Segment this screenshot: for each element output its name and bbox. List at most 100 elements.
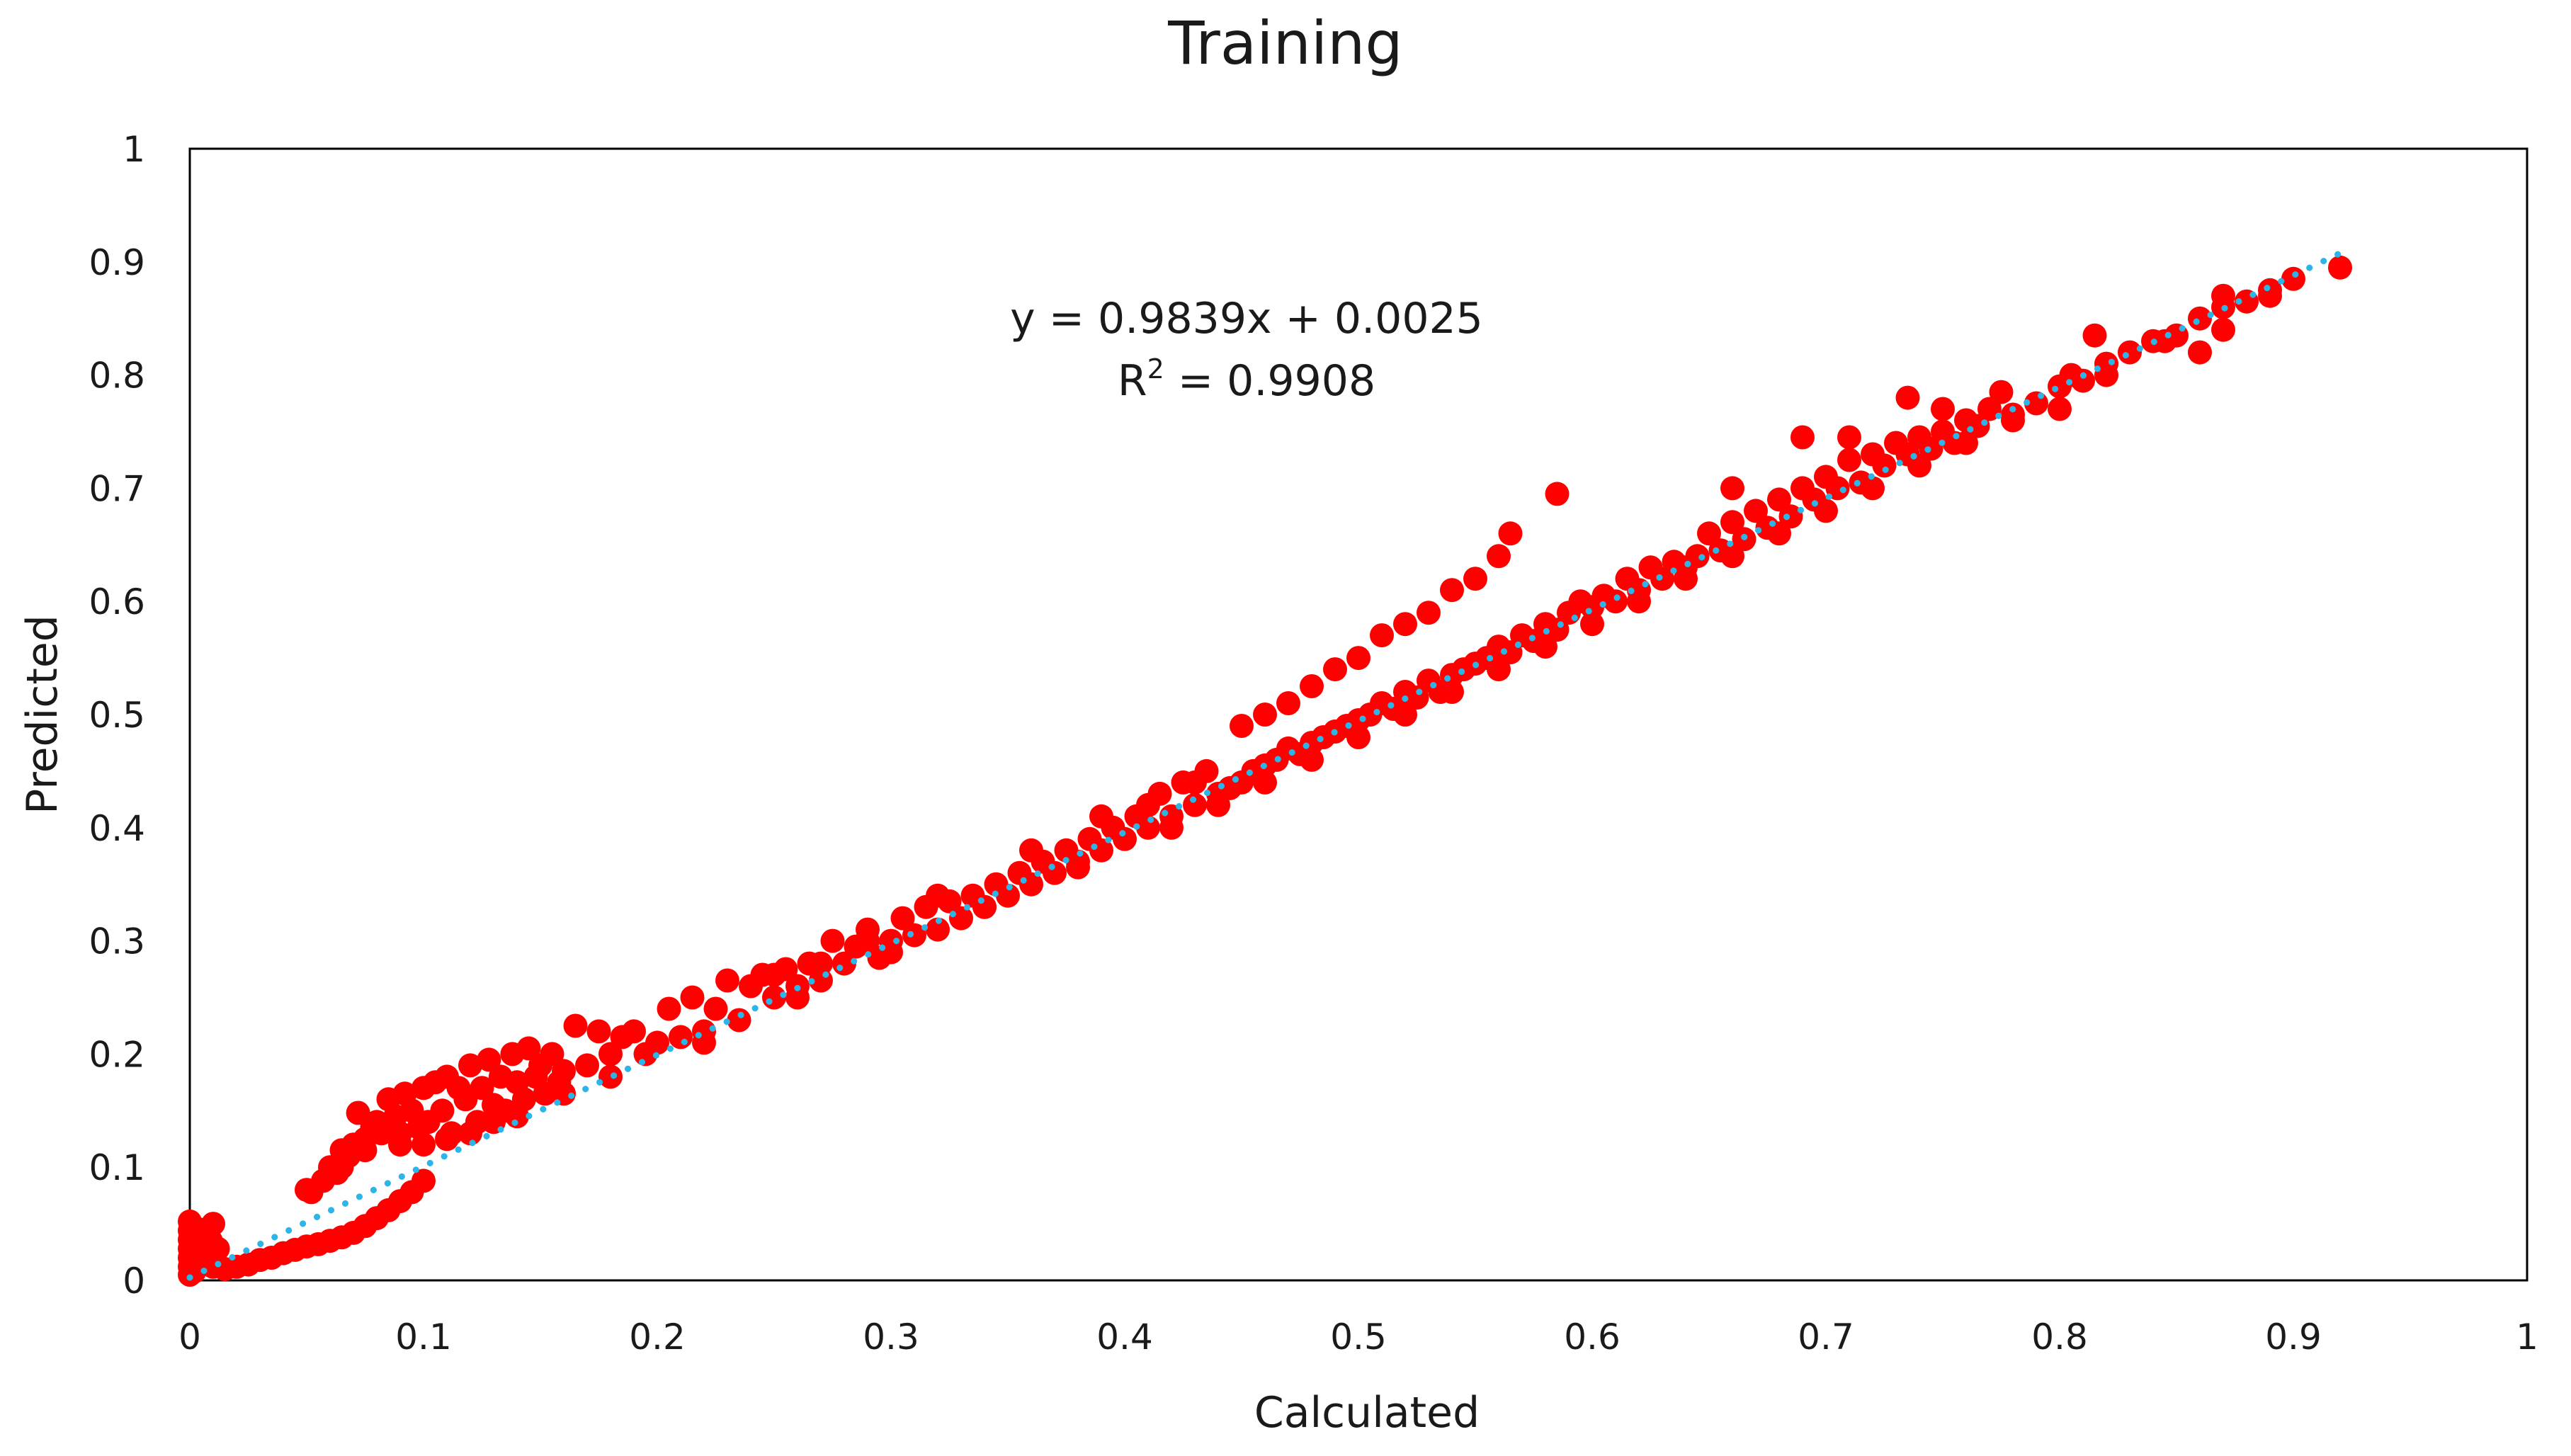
data-point <box>1346 646 1370 671</box>
data-point <box>1370 623 1394 648</box>
data-point <box>1814 499 1838 523</box>
x-axis-title: Calculated <box>1254 1388 1480 1438</box>
x-tick-label: 0.9 <box>2265 1316 2322 1358</box>
data-point <box>1019 838 1043 863</box>
data-point <box>2059 363 2084 387</box>
data-point <box>1440 680 1464 704</box>
data-point <box>586 1019 611 1044</box>
data-point <box>1872 453 1897 478</box>
data-point <box>1895 385 1920 410</box>
data-point <box>645 1030 669 1055</box>
data-point <box>470 1076 494 1100</box>
y-tick-label: 0.6 <box>89 581 145 622</box>
r-squared-value: = 0.9908 <box>1164 356 1375 406</box>
data-point <box>1837 425 1861 450</box>
data-point <box>949 906 973 931</box>
data-point <box>1580 612 1604 637</box>
data-point <box>1253 770 1277 795</box>
y-tick-label: 0.4 <box>89 808 145 849</box>
data-point <box>1778 504 1803 529</box>
chart-title: Training <box>1167 8 1402 78</box>
y-tick-label: 0.8 <box>89 356 145 397</box>
data-point <box>430 1098 455 1123</box>
x-tick-label: 0.6 <box>1564 1316 1621 1358</box>
data-point <box>2281 266 2305 291</box>
y-tick-label: 0.5 <box>89 695 145 736</box>
data-point <box>2188 306 2212 331</box>
data-point <box>1767 487 1791 512</box>
plot-area-frame <box>188 147 2529 1282</box>
data-point <box>2001 402 2025 427</box>
y-tick-labels: 0 0.1 0.2 0.3 0.4 0.5 0.6 0.7 0.8 0.9 1 <box>89 129 145 1302</box>
data-point <box>657 996 681 1021</box>
data-point <box>2211 283 2235 308</box>
data-point <box>703 996 728 1021</box>
data-point <box>1825 476 1850 501</box>
data-point <box>563 1013 588 1038</box>
data-point <box>1487 544 1511 569</box>
y-tick-label: 0.9 <box>89 242 145 283</box>
data-point <box>598 1064 623 1089</box>
data-point <box>1919 436 1943 461</box>
y-tick-label: 0.7 <box>89 468 145 509</box>
data-point <box>820 928 845 953</box>
y-tick-label: 0.3 <box>89 921 145 962</box>
data-point <box>2082 323 2107 348</box>
data-point <box>1404 686 1429 710</box>
data-point <box>1183 770 1207 795</box>
data-point <box>879 940 903 965</box>
data-point <box>1989 380 2014 404</box>
data-point <box>926 883 950 908</box>
data-point <box>1931 397 1955 421</box>
data-point <box>1954 431 1978 455</box>
data-point <box>1837 448 1861 472</box>
data-point <box>1720 476 1744 501</box>
data-point <box>1300 674 1324 698</box>
data-point <box>1393 703 1417 727</box>
x-tick-label: 0 <box>178 1316 201 1358</box>
data-point <box>435 1127 459 1151</box>
data-point <box>353 1138 378 1163</box>
data-point <box>1685 544 1710 569</box>
data-point <box>2328 255 2352 280</box>
data-point <box>622 1019 646 1044</box>
data-point <box>762 962 786 987</box>
data-point <box>1323 657 1347 682</box>
y-tick-label: 0 <box>123 1261 145 1302</box>
data-point <box>2188 340 2212 365</box>
data-point <box>1720 510 1744 535</box>
data-point <box>1276 691 1300 715</box>
data-point <box>1674 567 1698 591</box>
y-tick-label: 0.1 <box>89 1147 145 1188</box>
x-tick-label: 1 <box>2516 1316 2538 1358</box>
r-squared-label: R2 = 0.9908 <box>1118 353 1375 406</box>
data-point <box>1253 703 1277 727</box>
data-point <box>809 951 833 976</box>
trendline <box>186 250 2344 1281</box>
data-point <box>972 894 997 919</box>
data-point <box>2258 283 2282 308</box>
data-point <box>1393 612 1417 637</box>
data-point <box>1089 804 1113 829</box>
data-point <box>1136 792 1160 817</box>
data-point <box>598 1042 623 1067</box>
y-tick-label: 0.2 <box>89 1034 145 1075</box>
data-point <box>412 1168 436 1193</box>
data-point <box>1498 521 1523 546</box>
data-point <box>890 906 915 931</box>
data-point <box>1720 544 1744 569</box>
r-squared-symbol: R <box>1118 356 1147 406</box>
data-point <box>477 1047 501 1072</box>
y-axis-title: Predicted <box>18 615 67 814</box>
data-point <box>1417 601 1441 625</box>
data-point <box>1230 714 1254 738</box>
data-point <box>680 985 705 1010</box>
data-point <box>1790 425 1815 450</box>
data-point <box>505 1104 529 1129</box>
data-point <box>1487 657 1511 682</box>
y-tick-label: 1 <box>123 129 145 170</box>
data-point <box>727 1008 751 1033</box>
data-point <box>1604 589 1628 614</box>
data-point <box>1744 499 1768 523</box>
